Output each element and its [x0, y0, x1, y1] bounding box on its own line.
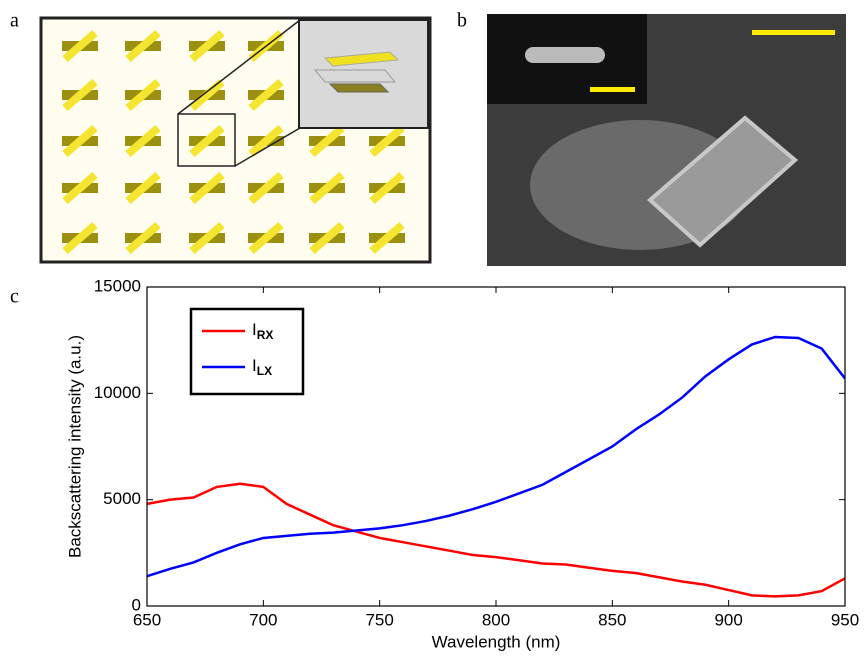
x-axis-label: Wavelength (nm): [432, 632, 561, 651]
x-tick-label: 700: [249, 610, 277, 629]
panel-label: a: [10, 10, 19, 32]
x-tick-label: 750: [365, 610, 393, 629]
y-tick-label: 5000: [103, 489, 141, 508]
x-tick-label: 850: [598, 610, 626, 629]
panel-label: b: [457, 10, 467, 32]
legend: [191, 309, 303, 394]
scale-bar: [590, 87, 635, 92]
y-tick-label: 15000: [94, 276, 141, 295]
x-tick-label: 900: [714, 610, 742, 629]
panel-label: c: [10, 286, 19, 308]
y-tick-label: 10000: [94, 383, 141, 402]
y-axis-label: Backscattering intensity (a.u.): [65, 335, 84, 558]
x-tick-label: 950: [831, 610, 859, 629]
figure: a b c 6507007508008509009500500010000150…: [0, 0, 864, 658]
scale-bar: [752, 30, 835, 35]
y-tick-label: 0: [132, 595, 141, 614]
sem-inset-rod: [525, 47, 605, 63]
x-tick-label: 800: [482, 610, 510, 629]
bottom-rod: [330, 84, 388, 92]
